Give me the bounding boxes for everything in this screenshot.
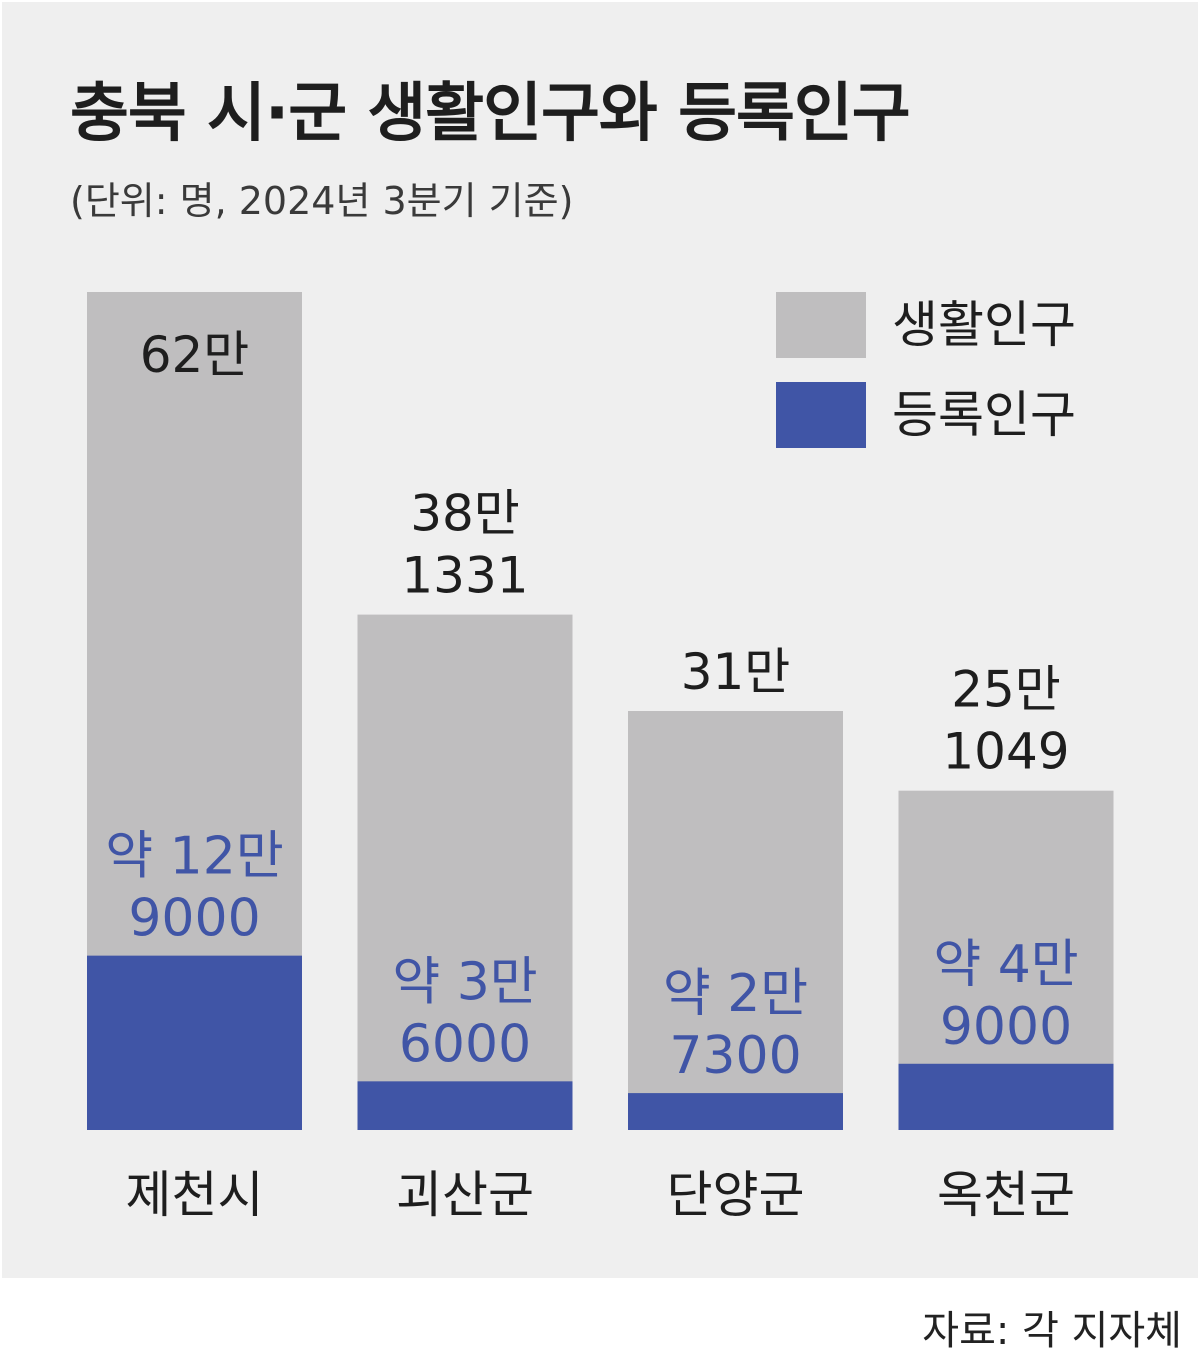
registered-value-label: 9000 [940,997,1072,1057]
registered-population-bar [898,1063,1114,1130]
living-population-bar [628,711,843,1130]
registered-population-bar [357,1081,573,1130]
legend-swatch [776,382,866,448]
living-value-label: 62만 [140,326,250,384]
living-value-label: 1049 [942,723,1069,781]
registered-value-label: 9000 [128,889,260,949]
living-value-label: 25만 [951,661,1061,719]
legend-label: 생활인구 [892,296,1076,354]
living-population-bar [357,614,573,1130]
registered-population-bar [87,955,302,1130]
living-value-label: 1331 [401,547,528,605]
registered-value-label: 약 2만 [663,964,808,1024]
category-label: 괴산군 [396,1166,534,1224]
registered-value-label: 약 4만 [933,935,1078,995]
legend-label: 등록인구 [892,386,1076,444]
registered-value-label: 약 12만 [105,827,283,887]
source-note: 자료: 각 지자체 [922,1308,1182,1354]
category-label: 단양군 [667,1166,805,1224]
living-value-label: 31만 [681,643,791,701]
registered-value-label: 6000 [399,1014,531,1074]
category-label: 옥천군 [937,1166,1075,1224]
registered-value-label: 7300 [669,1026,801,1086]
chart-title: 충북 시·군 생활인구와 등록인구 [70,77,911,151]
registered-population-bar [628,1093,843,1130]
chart-subtitle: (단위: 명, 2024년 3분기 기준) [70,179,574,223]
legend-swatch [776,292,866,358]
category-label: 제천시 [126,1166,264,1224]
registered-value-label: 약 3만 [392,952,537,1012]
living-value-label: 38만 [410,485,520,543]
